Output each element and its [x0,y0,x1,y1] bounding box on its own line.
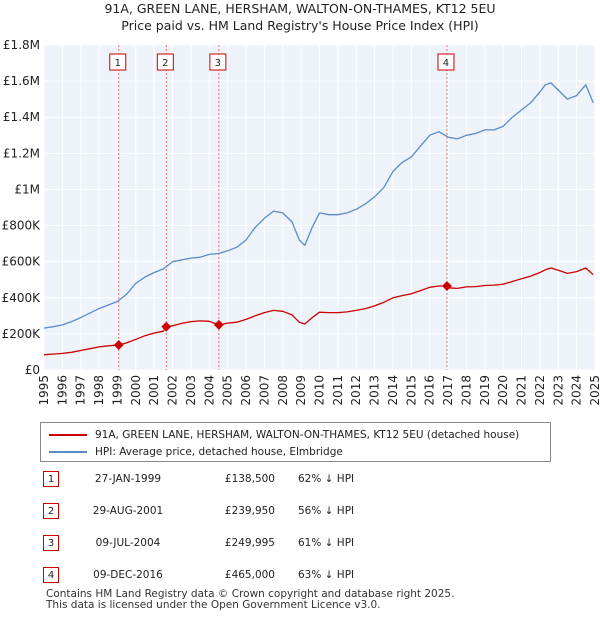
sale-point [161,321,172,332]
y-tick-label: £1.6M [3,74,40,88]
x-tick-label: 2017 [441,375,455,406]
footer-licence: This data is licensed under the Open Gov… [46,599,381,611]
sale-price: £239,950 [224,505,275,517]
sale-hpi-diff: 61% ↓ HPI [298,537,355,549]
sale-price: £249,995 [224,537,275,549]
x-tick-label: 2003 [184,375,198,406]
sale-date: 27-JAN-1999 [94,473,162,485]
sale-hpi-diff: 63% ↓ HPI [298,569,355,581]
x-tick-label: 2006 [239,375,253,406]
sale-label-box [109,53,127,71]
footer: Contains HM Land Registry data © Crown c… [46,589,454,611]
legend-item-property: 91A, GREEN LANE, HERSHAM, WALTON-ON-THAM… [49,427,519,443]
sale-point [213,319,224,330]
x-tick-label: 2021 [515,375,529,406]
y-tick-label: £1.8M [3,38,40,52]
x-tick-label: 2012 [349,375,363,406]
series [43,82,594,356]
chart-title: 91A, GREEN LANE, HERSHAM, WALTON-ON-THAM… [104,1,495,16]
x-tick-label: 2002 [166,375,180,406]
grid [43,44,596,371]
sale-point [442,281,452,291]
sale-label: 4 [443,58,449,69]
x-tick-label: 2007 [257,375,271,406]
legend-label-hpi: HPI: Average price, detached house, Elmb… [95,446,343,458]
price-chart: 91A, GREEN LANE, HERSHAM, WALTON-ON-THAM… [2,1,600,406]
sale-hpi-diff: 62% ↓ HPI [298,473,355,485]
sale-price: £138,500 [224,473,275,485]
y-tick-label: £800K [2,219,42,233]
legend-swatch-hpi [49,451,87,453]
y-tick-label: £200K [2,327,42,341]
sale-price: £465,000 [224,569,275,581]
sale-label: 1 [115,58,121,69]
sale-row: 1 27-JAN-1999 £138,500 62% ↓ HPI [40,470,560,490]
x-tick-label: 2008 [276,375,290,406]
x-tick-label: 2022 [533,375,547,406]
x-tick-label: 2020 [496,375,510,406]
legend-label-property: 91A, GREEN LANE, HERSHAM, WALTON-ON-THAM… [95,429,520,441]
legend-swatch-property [49,434,87,436]
sale-markers: 1 2 3 4 [109,45,455,370]
x-tick-label: 2018 [459,375,473,406]
sale-date: 09-DEC-2016 [93,569,163,581]
legend-item-hpi: HPI: Average price, detached house, Elmb… [49,444,343,460]
sale-label-box [156,53,174,71]
x-tick-label: 2016 [423,375,437,406]
sale-label: 2 [162,58,168,69]
hpi-series-line [43,82,594,329]
sale-label-box [437,53,455,71]
y-axis: £0 £200K £400K £600K £800K £1M £1.2M £1.4M £1.6M… [2,38,42,377]
x-axis: 1995 1996 1997 1998 1999 2000 2001 2002 2003 2004… [37,375,600,406]
sale-row: 3 09-JUL-2004 £249,995 61% ↓ HPI [40,534,560,554]
x-tick-label: 2005 [221,375,235,406]
sale-number-badge: 4 [43,567,59,583]
sale-number-badge: 3 [43,535,59,551]
y-tick-label: £1.4M [3,110,40,124]
x-tick-label: 1999 [110,375,124,406]
sale-date: 29-AUG-2001 [92,505,164,517]
sale-row: 2 29-AUG-2001 £239,950 56% ↓ HPI [40,502,560,522]
y-tick-label: £1.2M [3,146,40,160]
x-tick-label: 1998 [92,375,106,406]
x-tick-label: 2000 [129,375,143,406]
property-series-line [43,267,594,356]
x-tick-label: 2001 [147,375,161,406]
x-tick-label: 2015 [404,375,418,406]
sale-label-box [209,53,227,71]
sale-label: 3 [215,58,221,69]
x-tick-label: 2025 [588,375,600,406]
x-tick-label: 2011 [331,375,345,406]
chart-subtitle: Price paid vs. HM Land Registry's House … [121,18,478,33]
y-tick-label: £0 [25,363,40,377]
sale-hpi-diff: 56% ↓ HPI [298,505,355,517]
sale-date: 09-JUL-2004 [95,537,161,549]
legend: 91A, GREEN LANE, HERSHAM, WALTON-ON-THAM… [40,422,551,462]
x-tick-label: 2024 [570,375,584,406]
y-tick-label: £600K [2,255,42,269]
x-tick-label: 2009 [294,375,308,406]
x-tick-label: 2014 [386,375,400,406]
x-tick-label: 1997 [74,375,88,406]
x-tick-label: 1995 [37,375,51,406]
x-tick-label: 2013 [368,375,382,406]
x-tick-label: 1996 [55,375,69,406]
x-tick-label: 2010 [313,375,327,406]
sale-number-badge: 1 [43,471,59,487]
x-tick-label: 2019 [478,375,492,406]
y-tick-label: £1M [14,182,40,196]
x-tick-label: 2004 [202,375,216,406]
sale-row: 4 09-DEC-2016 £465,000 63% ↓ HPI [40,566,560,586]
x-tick-label: 2023 [551,375,565,406]
y-tick-label: £400K [2,291,42,305]
footer-copyright: Contains HM Land Registry data © Crown c… [46,588,455,600]
sale-number-badge: 2 [43,503,59,519]
